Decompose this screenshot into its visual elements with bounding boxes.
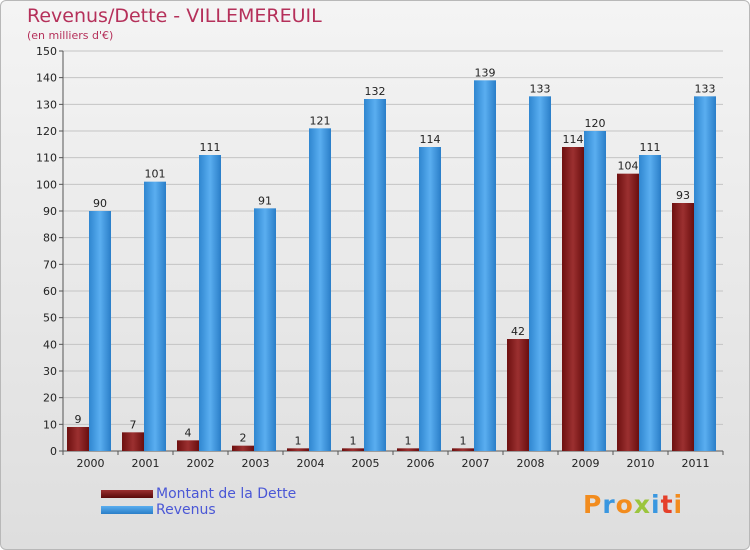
logo-letter: i (673, 490, 684, 519)
value-label-revenus-2009: 120 (585, 117, 606, 130)
value-label-revenus-2011: 133 (695, 82, 716, 95)
bar-revenus-2003 (254, 208, 276, 451)
y-tick-label-90: 90 (43, 205, 57, 218)
bar-dette-2010 (617, 173, 639, 451)
y-tick-label-70: 70 (43, 258, 57, 271)
y-tick-label-20: 20 (43, 392, 57, 405)
value-labels: 9 74 2 1 1 1 142114104939010111191121132114139… (75, 66, 716, 447)
bar-revenus-2002 (199, 155, 221, 451)
value-label-revenus-2001: 101 (145, 168, 166, 181)
x-tick-label-2011: 2011 (682, 457, 710, 470)
value-label-revenus-2005: 132 (365, 85, 386, 98)
bar-dette-2009 (562, 147, 584, 451)
bar-revenus-2001 (144, 181, 166, 451)
bar-dette-2004 (287, 448, 309, 451)
value-label-revenus-2003: 91 (258, 194, 272, 207)
bar-dette-2000 (67, 427, 89, 451)
logo-letter: r (602, 490, 616, 519)
logo-letter: t (660, 490, 674, 519)
y-tick-label-50: 50 (43, 312, 57, 325)
bar-dette-2003 (232, 445, 254, 451)
logo-letter: o (615, 490, 634, 519)
y-tick-label-10: 10 (43, 418, 57, 431)
y-tick-label-110: 110 (36, 152, 57, 165)
x-tick-label-2009: 2009 (572, 457, 600, 470)
bar-revenus-2000 (89, 211, 111, 451)
value-label-dette-2011: 93 (676, 189, 690, 202)
x-tick-label-2007: 2007 (462, 457, 490, 470)
proxiti-logo: Proxiti (583, 490, 683, 519)
value-label-dette-2006: 1 (405, 434, 412, 447)
x-tick-label-2002: 2002 (187, 457, 215, 470)
value-label-dette-2008: 42 (511, 325, 525, 338)
value-label-revenus-2007: 139 (475, 66, 496, 79)
chart-title: Revenus/Dette - VILLEMEREUIL (27, 5, 322, 27)
y-tick-label-0: 0 (50, 445, 57, 458)
value-label-dette-2000: 9 (75, 413, 82, 426)
value-label-dette-2005: 1 (350, 434, 357, 447)
bar-dette-2002 (177, 440, 199, 451)
bar-dette-2011 (672, 203, 694, 451)
bar-dette-2008 (507, 339, 529, 451)
bar-revenus-2008 (529, 96, 551, 451)
legend-swatch-debt (101, 490, 153, 498)
x-tick-label-2001: 2001 (132, 457, 160, 470)
grid-lines (63, 50, 723, 452)
bars (67, 80, 716, 451)
logo-letter: i (651, 490, 661, 519)
logo-letter: P (583, 490, 603, 519)
bar-dette-2001 (122, 432, 144, 451)
x-tick-label-2000: 2000 (77, 457, 105, 470)
y-tick-label-150: 150 (36, 45, 57, 58)
value-label-dette-2007: 1 (460, 434, 467, 447)
y-tick-label-100: 100 (36, 178, 57, 191)
bar-chart: 0 10 20 30 40 50 60 70 80 90 100 110 120 130 140 150 200… (36, 45, 724, 470)
value-label-dette-2004: 1 (295, 434, 302, 447)
value-label-revenus-2010: 111 (640, 141, 661, 154)
legend-swatch-revenus (101, 506, 153, 514)
bar-dette-2005 (342, 448, 364, 451)
axes: 0 10 20 30 40 50 60 70 80 90 100 110 120 130 140 150 200… (36, 45, 724, 470)
value-label-revenus-2004: 121 (310, 114, 331, 127)
legend-label-debt: Montant de la Dette (156, 486, 297, 502)
legend-label-revenus: Revenus (156, 502, 216, 518)
y-tick-label-140: 140 (36, 72, 57, 85)
y-tick-label-80: 80 (43, 232, 57, 245)
bar-revenus-2005 (364, 99, 386, 451)
bar-revenus-2009 (584, 131, 606, 451)
x-tick-label-2006: 2006 (407, 457, 435, 470)
value-label-revenus-2000: 90 (93, 197, 107, 210)
value-label-dette-2009: 114 (563, 133, 584, 146)
value-label-revenus-2006: 114 (420, 133, 441, 146)
value-label-dette-2002: 4 (185, 426, 192, 439)
value-label-revenus-2008: 133 (530, 82, 551, 95)
x-tick-label-2003: 2003 (242, 457, 270, 470)
y-tick-label-40: 40 (43, 338, 57, 351)
y-tick-label-130: 130 (36, 98, 57, 111)
value-label-dette-2001: 7 (130, 418, 137, 431)
x-tick-label-2004: 2004 (297, 457, 325, 470)
value-label-dette-2010: 104 (618, 160, 639, 173)
y-tick-label-120: 120 (36, 125, 57, 138)
bar-revenus-2010 (639, 155, 661, 451)
value-label-revenus-2002: 111 (200, 141, 221, 154)
bar-revenus-2006 (419, 147, 441, 451)
chart-subtitle: (en milliers d'€) (27, 29, 114, 42)
bar-dette-2007 (452, 448, 474, 451)
x-tick-label-2005: 2005 (352, 457, 380, 470)
bar-dette-2006 (397, 448, 419, 451)
y-tick-label-30: 30 (43, 365, 57, 378)
bar-revenus-2011 (694, 96, 716, 451)
value-label-dette-2003: 2 (240, 432, 247, 445)
logo-letter: x (633, 490, 651, 519)
bar-revenus-2007 (474, 80, 496, 451)
y-tick-label-60: 60 (43, 285, 57, 298)
bar-revenus-2004 (309, 128, 331, 451)
x-tick-label-2010: 2010 (627, 457, 655, 470)
x-tick-label-2008: 2008 (517, 457, 545, 470)
